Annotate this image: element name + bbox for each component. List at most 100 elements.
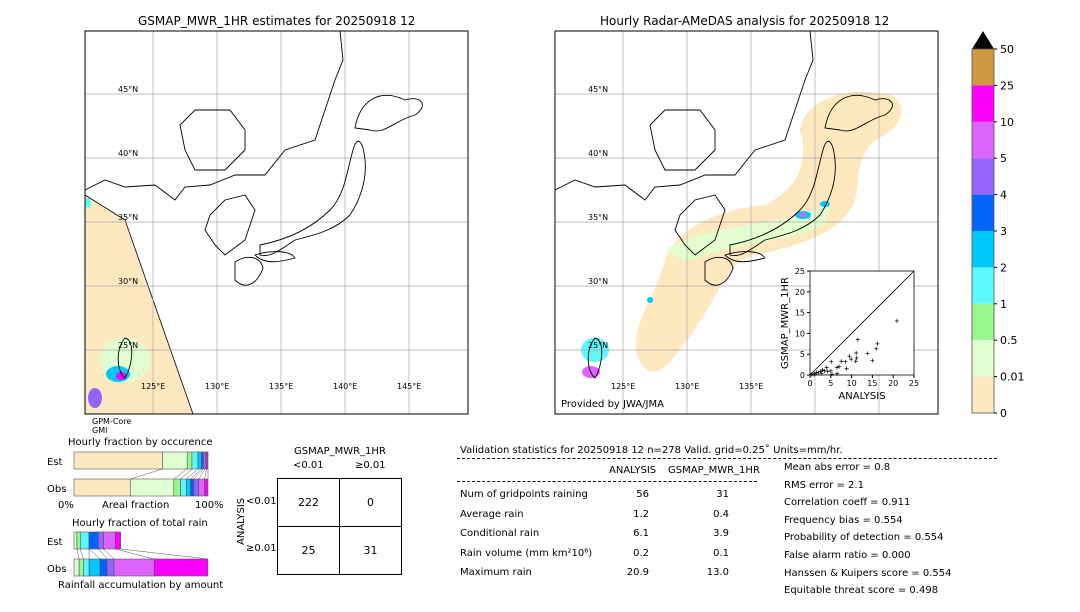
lon-label: 125°E <box>611 382 635 391</box>
colorbar-tick-label: 25 <box>1000 79 1014 92</box>
scatter-point <box>849 357 854 362</box>
rain-segment <box>76 531 81 550</box>
occurrence-segment <box>162 451 188 470</box>
occurrence-segment <box>204 478 209 497</box>
contingency-row-1: ≥0.01 <box>246 543 277 554</box>
scatter-point <box>854 355 859 360</box>
colorbar-swatch <box>972 340 994 377</box>
colorbar-swatch <box>972 121 994 159</box>
rain-segment <box>103 531 116 550</box>
lat-label: 40°N <box>588 149 608 158</box>
colorbar-tick-label: 10 <box>1000 116 1014 129</box>
rain-segment <box>73 558 80 577</box>
rain-title: Hourly fraction of total rain <box>72 518 208 529</box>
rain-segment <box>83 558 90 577</box>
scatter-point <box>855 337 860 342</box>
rain-segment <box>99 558 108 577</box>
rain-cell-core <box>799 213 807 217</box>
rain-segment <box>153 558 209 577</box>
rain-segment <box>114 531 121 550</box>
scatter-point <box>812 371 817 376</box>
rain-xlabel: Rainfall accumulation by amount <box>58 580 224 591</box>
occ-x-left: 0% <box>58 500 74 511</box>
score-line: Correlation coeff = 0.911 <box>784 497 911 509</box>
occurrence-connector <box>186 468 199 480</box>
occurrence-segment <box>201 451 204 470</box>
scatter-point <box>847 354 852 359</box>
scatter-point <box>825 369 830 374</box>
rain-cell-core <box>116 372 126 380</box>
rain-obs-label: Obs <box>47 564 67 575</box>
rain-connector <box>115 548 155 560</box>
credit-text: Provided by JWA/JMA <box>561 399 664 410</box>
x-axis-label: ANALYSIS <box>838 391 885 402</box>
coastline <box>674 194 726 256</box>
occ-x-right: 100% <box>195 500 224 511</box>
colorbar-swatch <box>972 49 994 86</box>
occurrence-segment <box>190 478 195 497</box>
lat-label: 25°N <box>118 341 138 350</box>
scatter-point <box>865 351 870 356</box>
scatter-point <box>837 364 842 369</box>
occurrence-title: Hourly fraction by occurence <box>68 437 213 448</box>
cell-hit: 31 <box>339 526 402 575</box>
cell-false-alarm: 0 <box>339 478 402 527</box>
stats-analysis: 0.2 <box>633 547 649 559</box>
occurrence-segment <box>206 451 209 470</box>
occurrence-connector <box>190 468 202 480</box>
coastline <box>234 256 264 286</box>
rain-connector <box>76 548 80 560</box>
x-tick-label: 15 <box>867 379 877 388</box>
x-tick-label: 20 <box>888 379 898 388</box>
scatter-point <box>844 366 849 371</box>
stats-label: Rain volume (mm km²10⁶) <box>460 547 593 559</box>
score-line: Mean abs error = 0.8 <box>784 462 891 473</box>
colorbar-swatch <box>972 158 994 195</box>
lat-label: 35°N <box>118 213 138 222</box>
right-map-title: Hourly Radar-AMeDAS analysis for 2025091… <box>600 14 890 28</box>
lon-label: 130°E <box>205 382 229 391</box>
occ-obs-label: Obs <box>47 484 67 495</box>
scatter-point <box>822 368 827 373</box>
score-line: Equitable threat score = 0.498 <box>784 585 939 597</box>
score-line: Frequency bias = 0.554 <box>784 514 903 526</box>
occ-est-label: Est <box>47 457 63 468</box>
occurrence-connector <box>204 468 207 480</box>
stats-divider <box>457 458 997 459</box>
coastline <box>704 256 734 286</box>
colorbar-swatch <box>972 194 994 231</box>
rain-segment <box>113 558 155 577</box>
scatter-point <box>874 346 879 351</box>
scatter-point <box>829 359 834 364</box>
rain-est-label: Est <box>47 537 63 548</box>
lon-label: 135°E <box>269 382 293 391</box>
coastline <box>354 95 423 132</box>
stats-gsmap: 13.0 <box>706 567 729 578</box>
coastline <box>724 251 766 263</box>
colorbar-tick-label: 5 <box>1000 152 1007 165</box>
occurrence-segment <box>193 478 199 497</box>
scatter-point <box>854 350 859 355</box>
map-frame <box>554 30 939 415</box>
rain-cell-core <box>582 366 600 378</box>
scatter-point <box>894 318 899 323</box>
stats-analysis: 1.2 <box>633 508 649 520</box>
stats-analysis: 20.9 <box>626 567 649 578</box>
y-axis-label: GSMAP_MWR_1HR <box>780 277 791 369</box>
rain-area-weak <box>665 205 829 262</box>
stats-analysis: 6.1 <box>633 528 649 539</box>
stats-col-gsmap: GSMAP_MWR_1HR <box>668 465 760 476</box>
y-tick-label: 25 <box>795 267 805 276</box>
rain-segment <box>88 558 101 577</box>
scatter-point <box>839 359 844 364</box>
stats-label: Maximum rain <box>460 567 532 578</box>
stats-label: Average rain <box>460 508 524 520</box>
lat-label: 40°N <box>118 149 138 158</box>
rain-segment <box>88 531 99 550</box>
occurrence-segment <box>73 478 131 497</box>
scatter-point <box>809 372 814 377</box>
scatter-point <box>875 341 880 346</box>
left-map: 45°N 40°N 35°N 30°N 25°N 125°E 130°E 135°E 140°E… <box>84 30 469 415</box>
score-line: Hanssen & Kuipers score = 0.554 <box>784 567 952 579</box>
